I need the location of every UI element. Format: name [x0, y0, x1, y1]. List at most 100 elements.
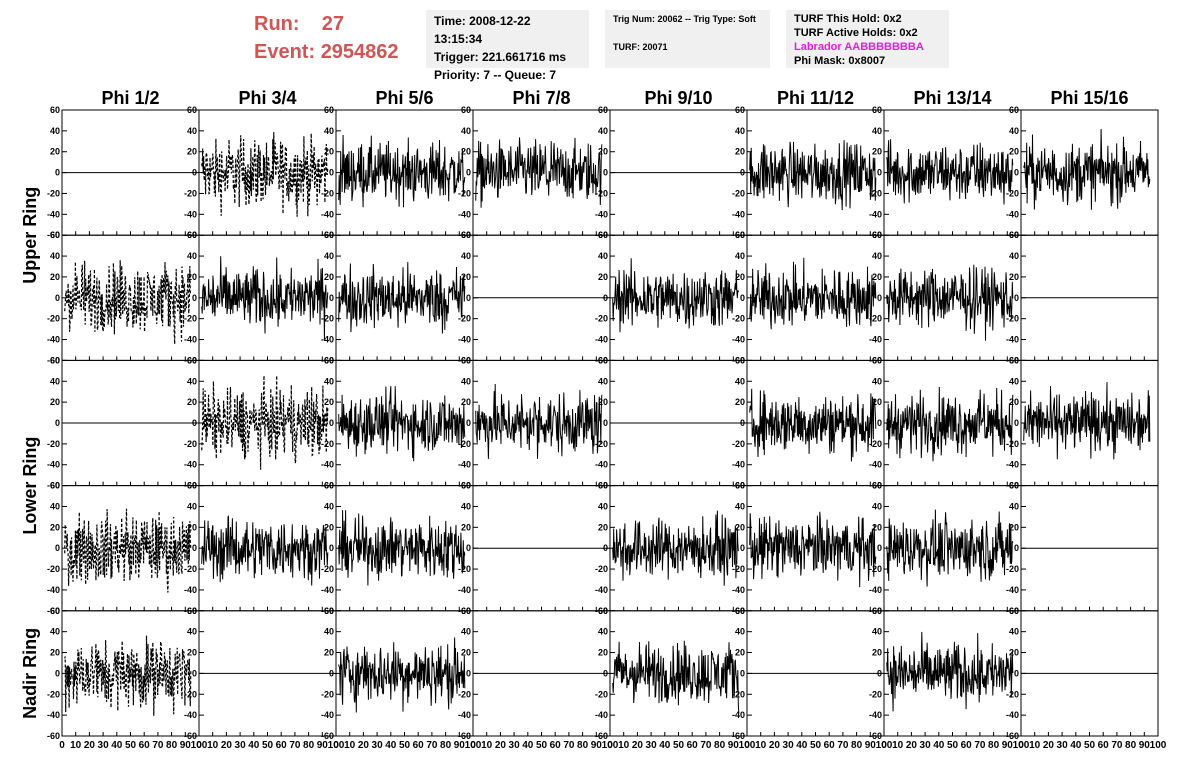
y-tick-label: 0: [192, 668, 197, 678]
y-tick-label: 0: [55, 543, 60, 553]
y-tick-label: -20: [1006, 689, 1019, 699]
waveform-line: [612, 258, 740, 333]
x-tick-label: 50: [125, 740, 137, 751]
y-tick-label: -20: [869, 439, 882, 449]
panel-frame: [61, 234, 200, 361]
x-tick-label: 10: [70, 740, 82, 751]
y-tick-label: 40: [1009, 251, 1019, 261]
x-tick-label: 50: [399, 740, 411, 751]
y-tick-label: 20: [461, 147, 471, 157]
x-tick-label: 90: [1002, 740, 1014, 751]
y-tick-label: -20: [1006, 314, 1019, 324]
y-tick-label: -40: [47, 585, 60, 595]
y-tick-label: 60: [187, 230, 197, 240]
y-tick-label: -20: [732, 314, 745, 324]
y-tick-label: 20: [872, 272, 882, 282]
x-tick-label: 50: [810, 740, 822, 751]
y-tick-label: 60: [1009, 355, 1019, 365]
y-tick-label: 40: [1009, 376, 1019, 386]
y-tick-label: -40: [869, 460, 882, 470]
y-tick-label: -40: [47, 710, 60, 720]
y-tick-label: 0: [329, 543, 334, 553]
y-tick-label: -40: [732, 209, 745, 219]
y-tick-label: -40: [1006, 710, 1019, 720]
y-tick-label: -60: [458, 731, 471, 741]
y-tick-label: -60: [321, 731, 334, 741]
waveform-line: [64, 508, 192, 593]
y-tick-label: 40: [461, 251, 471, 261]
row-label: Lower Ring: [20, 437, 40, 535]
waveform-line: [886, 139, 1014, 205]
y-tick-label: 20: [50, 522, 60, 532]
y-tick-label: 20: [461, 397, 471, 407]
y-tick-label: 0: [603, 418, 608, 428]
waveform-line: [338, 386, 466, 462]
y-tick-label: -20: [458, 564, 471, 574]
y-tick-label: 40: [461, 126, 471, 136]
y-tick-label: 0: [740, 668, 745, 678]
row-label: Nadir Ring: [20, 628, 40, 719]
y-tick-label: -20: [595, 689, 608, 699]
y-tick-label: 40: [598, 376, 608, 386]
y-tick-label: 20: [187, 147, 197, 157]
x-tick-label: 0: [470, 740, 476, 751]
x-tick-label: 10: [755, 740, 767, 751]
y-tick-label: 0: [192, 418, 197, 428]
y-tick-label: 40: [187, 501, 197, 511]
waveform-line: [612, 640, 740, 714]
x-tick-label: 30: [98, 740, 110, 751]
time-line: Time: 2008-12-22 13:15:34: [434, 14, 531, 46]
waveform-line: [749, 388, 877, 462]
x-tick-label: 50: [673, 740, 685, 751]
waveform-line: [475, 383, 603, 459]
x-tick-label: 60: [1098, 740, 1110, 751]
x-tick-label: 90: [454, 740, 466, 751]
y-tick-label: -20: [184, 689, 197, 699]
waveform-line: [201, 256, 329, 340]
x-tick-label: 10: [481, 740, 493, 751]
y-tick-label: -20: [47, 188, 60, 198]
x-tick-label: 80: [303, 740, 315, 751]
x-tick-label: 70: [700, 740, 712, 751]
y-tick-label: 0: [1014, 293, 1019, 303]
x-tick-label: 80: [440, 740, 452, 751]
y-tick-label: -40: [732, 585, 745, 595]
waveform-line: [201, 132, 329, 217]
x-tick-label: 100: [328, 740, 345, 751]
y-tick-label: 0: [1014, 418, 1019, 428]
y-tick-label: 40: [598, 501, 608, 511]
y-tick-label: 40: [1009, 126, 1019, 136]
x-tick-label: 0: [607, 740, 613, 751]
y-tick-label: 60: [872, 230, 882, 240]
x-tick-label: 60: [276, 740, 288, 751]
y-tick-label: -20: [321, 689, 334, 699]
x-tick-label: 10: [892, 740, 904, 751]
y-tick-label: -40: [732, 710, 745, 720]
turf-info-box: TURF This Hold: 0x2 TURF Active Holds: 0…: [786, 10, 949, 68]
y-tick-label: -40: [595, 335, 608, 345]
x-tick-label: 100: [739, 740, 756, 751]
y-tick-label: 20: [187, 522, 197, 532]
y-tick-label: -40: [869, 209, 882, 219]
x-tick-label: 20: [84, 740, 96, 751]
x-tick-label: 0: [196, 740, 202, 751]
x-tick-label: 80: [577, 740, 589, 751]
column-title: Phi 9/10: [644, 88, 712, 108]
y-tick-label: 60: [324, 481, 334, 491]
y-tick-label: 40: [461, 501, 471, 511]
y-tick-label: 40: [1009, 627, 1019, 637]
x-tick-label: 10: [618, 740, 630, 751]
y-tick-label: 20: [324, 522, 334, 532]
